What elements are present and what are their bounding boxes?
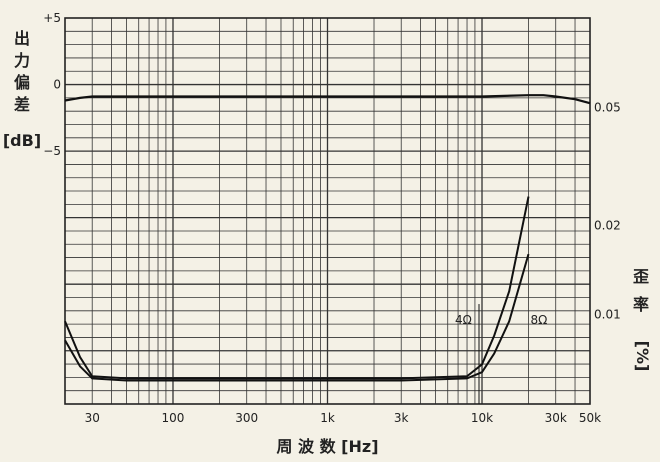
x-tick-label: 10k <box>471 411 493 425</box>
y-left-label-char: 力 <box>14 51 30 70</box>
y-right-label-unit: [%] <box>633 341 652 372</box>
grid <box>65 18 590 404</box>
series-line-1 <box>64 196 530 380</box>
plot-frame <box>64 17 591 405</box>
series-line-0 <box>64 94 591 105</box>
y-right-tick-label: 0.01 <box>594 308 621 322</box>
series-label-8ohm: 8Ω <box>531 313 548 327</box>
y-right-tick-label: 0.05 <box>594 100 621 114</box>
y-right-label-char: 率 <box>633 295 649 314</box>
x-tick-label: 1k <box>320 411 335 425</box>
series-label-4ohm: 4Ω <box>455 313 472 327</box>
y-left-tick-label: +5 <box>43 11 61 25</box>
x-tick-label: 30 <box>85 411 100 425</box>
y-left-tick-labels: +5 0 −5 <box>43 11 61 158</box>
series-group: 4Ω 8Ω <box>64 94 591 404</box>
x-tick-label: 50k <box>579 411 601 425</box>
x-tick-label: 30k <box>545 411 567 425</box>
y-left-label-char: 偏 <box>14 73 30 92</box>
y-left-tick-label: −5 <box>43 144 61 158</box>
x-tick-label: 100 <box>162 411 185 425</box>
y-right-tick-labels: 0.05 0.02 0.01 <box>594 100 621 321</box>
x-tick-labels: 30 100 300 1k 3k 10k 30k 50k <box>85 411 602 425</box>
y-left-label-char: 出 <box>14 29 30 48</box>
y-left-label-unit: [dB] <box>3 131 41 150</box>
y-left-label-char: 差 <box>14 95 30 114</box>
x-axis-label: 周 波 数 [Hz] <box>276 437 378 456</box>
y-right-tick-label: 0.02 <box>594 218 621 232</box>
x-tick-label: 300 <box>235 411 258 425</box>
series-line-2 <box>64 253 530 382</box>
y-right-label-char: 歪 <box>633 267 649 286</box>
x-tick-label: 3k <box>394 411 409 425</box>
y-left-tick-label: 0 <box>53 78 61 92</box>
